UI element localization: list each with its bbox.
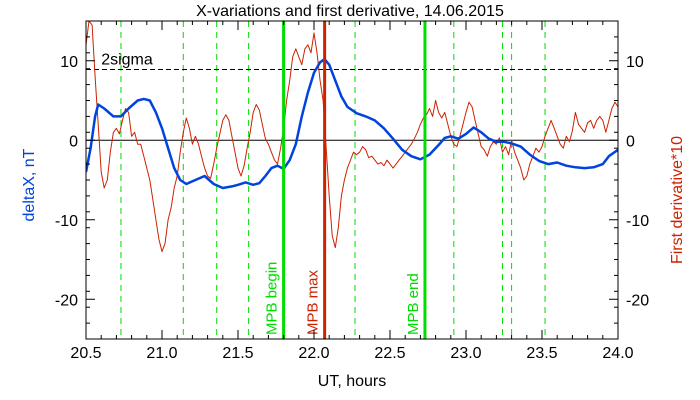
y-tick-label-left: -10: [55, 213, 78, 230]
series-line-derivative: [86, 21, 618, 253]
series-group: [86, 21, 618, 253]
x-tick-label: 22.0: [298, 345, 329, 362]
x-tick-label: 23.5: [526, 345, 557, 362]
x-tick-label: 21.5: [222, 345, 253, 362]
y-tick-label-right: -20: [626, 292, 649, 309]
x-tick-label: 22.5: [374, 345, 405, 362]
reference-lines: [86, 68, 618, 141]
x-axis-label: UT, hours: [318, 373, 386, 390]
vertical-markers: [282, 21, 427, 339]
y-tick-label-left: 0: [69, 133, 78, 150]
x-tick-label: 21.0: [146, 345, 177, 362]
y-tick-label-right: 10: [626, 54, 644, 71]
marker-label-mpb-begin: MPB begin: [264, 262, 281, 335]
series-line-deltax: [86, 57, 618, 190]
marker-labels: MPB begin MPB max MPB end: [264, 262, 422, 335]
axis-ticks: 20.5 21.0 21.5 22.0 22.5 23.0 23.5 24.0 -20 -20 -1…: [55, 20, 649, 362]
y-tick-label-left: -20: [55, 292, 78, 309]
y-tick-label-left: 10: [60, 54, 78, 71]
y-tick-label-right: 0: [626, 133, 635, 150]
x-tick-label: 23.0: [450, 345, 481, 362]
y-axis-label-left: deltaX, nT: [21, 148, 38, 221]
y-axis-label-right: First derivative*10: [669, 136, 686, 264]
threshold-label: 2sigma: [101, 51, 153, 68]
x-tick-label: 24.0: [602, 345, 633, 362]
dashed-verticals: [120, 21, 546, 339]
plot-frame: [85, 20, 619, 340]
y-tick-label-right: -10: [626, 213, 649, 230]
marker-label-mpb-max: MPB max: [305, 269, 322, 335]
marker-label-mpb-end: MPB end: [405, 273, 422, 335]
x-tick-label: 20.5: [70, 345, 101, 362]
chart-title: X-variations and first derivative, 14.06…: [196, 3, 504, 20]
